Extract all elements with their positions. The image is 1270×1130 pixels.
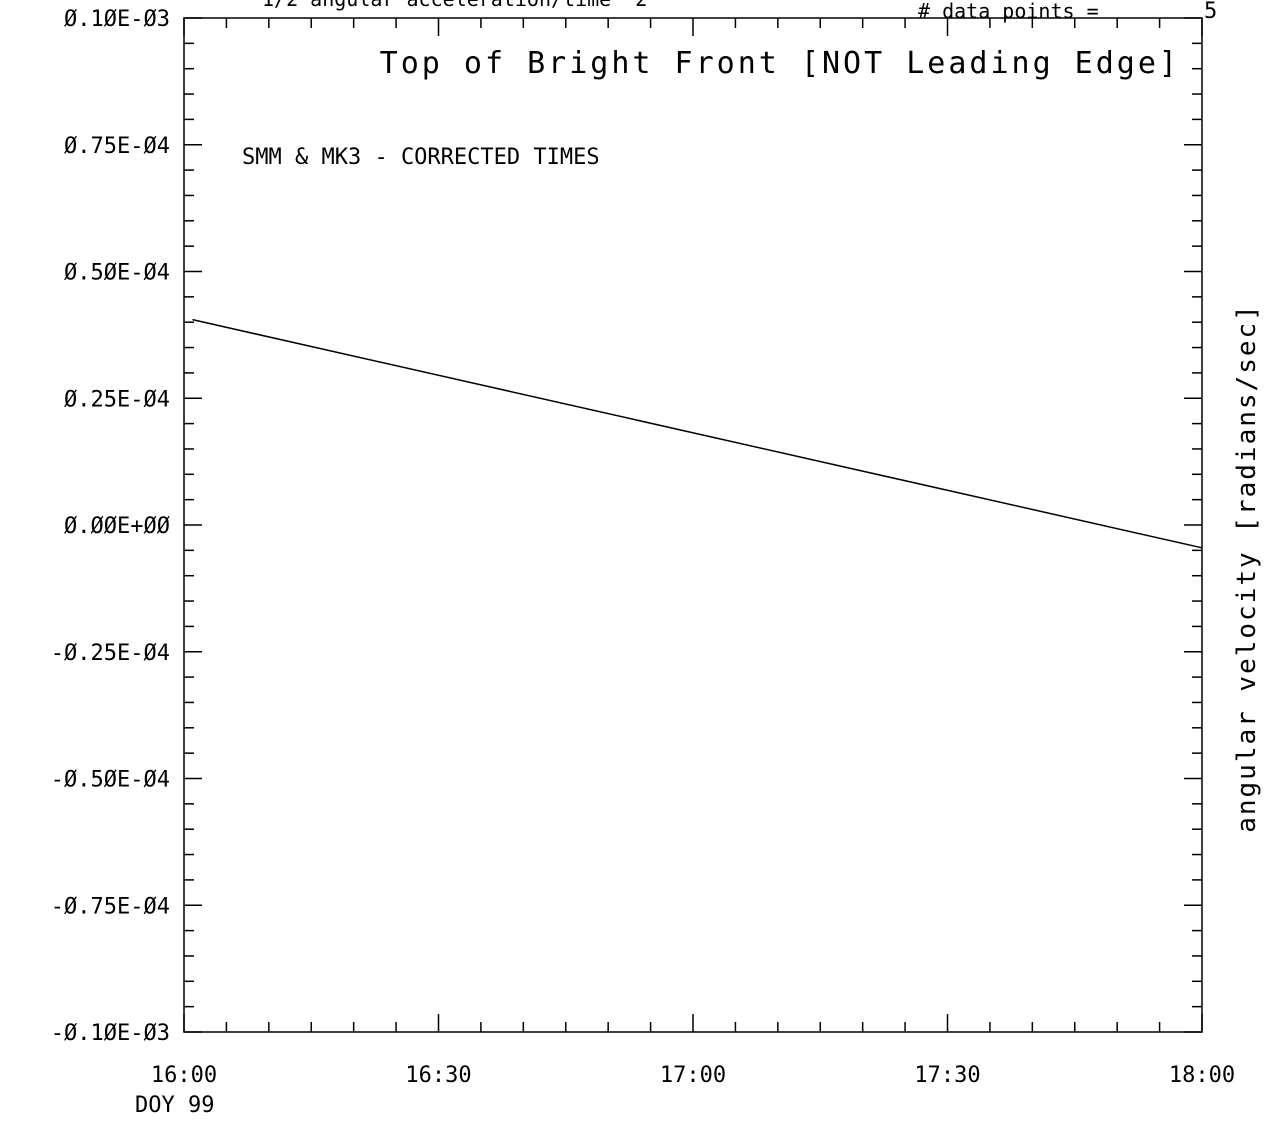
y-tick-label: Ø.25E-Ø4 (64, 387, 170, 412)
y-tick-label: Ø.ØØE+ØØ (64, 514, 170, 539)
header-left-text: 1/2 angular acceleration/time**2 (262, 0, 647, 11)
x-tick-label: 17:00 (660, 1063, 726, 1088)
y-tick-label: -Ø.25E-Ø4 (51, 641, 170, 666)
axis-ticks (183, 17, 1203, 1033)
data-points-value: 5 (1204, 0, 1217, 24)
x-axis-label: DOY 99 (135, 1093, 214, 1118)
series-line (192, 318, 1203, 549)
y-tick-label: -Ø.1ØE-Ø3 (51, 1021, 170, 1046)
y-tick-label: -Ø.5ØE-Ø4 (51, 768, 170, 793)
y-tick-label: Ø.1ØE-Ø3 (64, 7, 170, 32)
plot-frame (183, 17, 1203, 1033)
x-tick-label: 17:30 (914, 1063, 980, 1088)
series-group (192, 318, 1203, 549)
chart-annotation: SMM & MK3 - CORRECTED TIMES (242, 145, 600, 170)
y-tick-label: Ø.75E-Ø4 (64, 134, 170, 159)
x-tick-label: 16:30 (405, 1063, 471, 1088)
data-points-label: # data points = (918, 0, 1099, 23)
chart-title: Top of Bright Front [NOT Leading Edge] (380, 46, 1180, 81)
y-axis-label: angular velocity [radians/sec] (1232, 303, 1262, 833)
x-tick-label: 16:00 (151, 1063, 217, 1088)
y-tick-label: -Ø.75E-Ø4 (51, 894, 170, 919)
y-tick-labels: Ø.1ØE-Ø3 Ø.75E-Ø4 Ø.5ØE-Ø4 Ø.25E-Ø4 Ø.ØØE+ØØ… (51, 7, 170, 1046)
x-tick-label: 18:00 (1169, 1063, 1235, 1088)
y-tick-label: Ø.5ØE-Ø4 (64, 261, 170, 286)
x-tick-labels: 16:00 16:30 17:00 17:30 18:00 (151, 1063, 1235, 1088)
